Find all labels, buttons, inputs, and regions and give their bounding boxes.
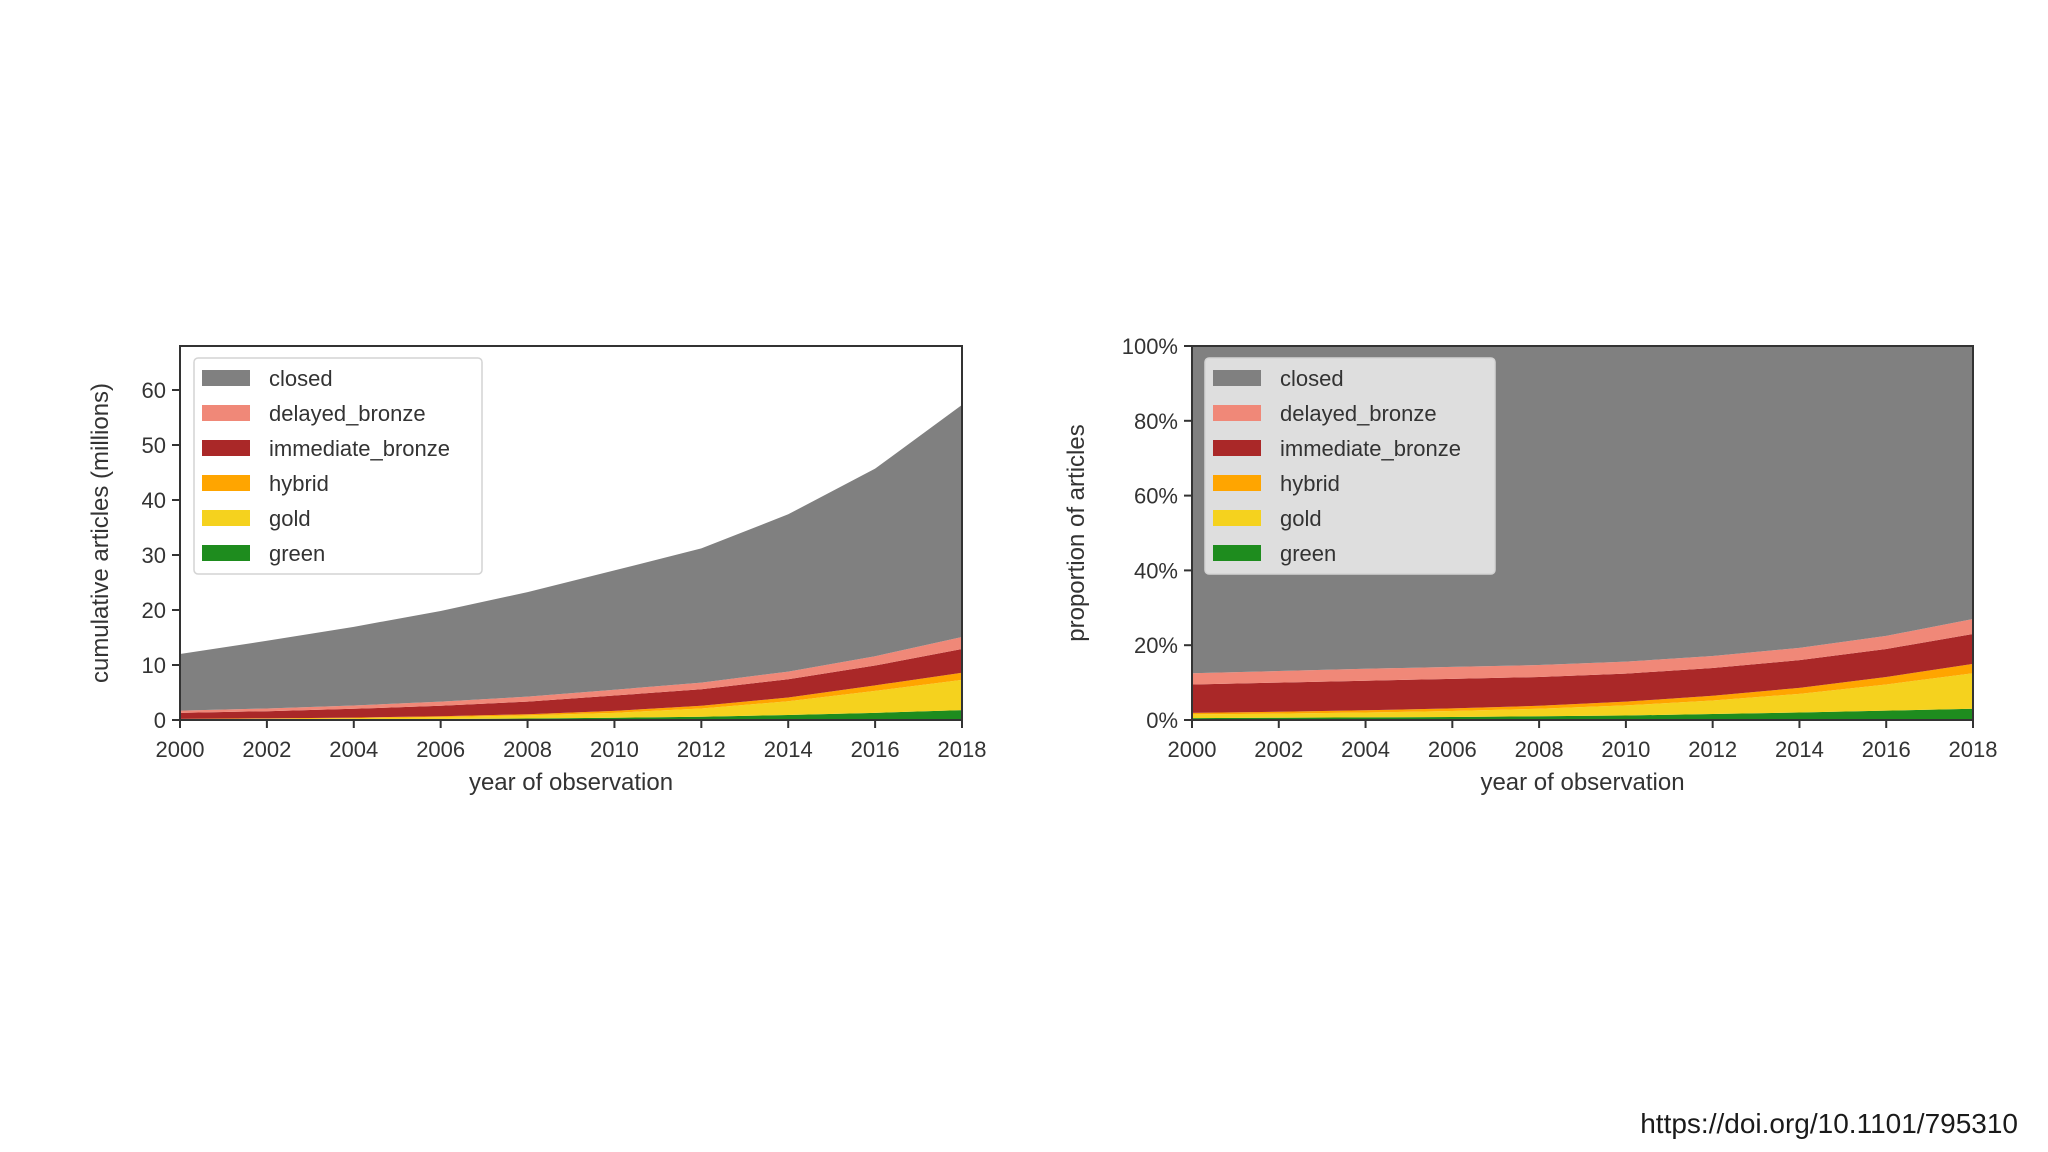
area-hybrid <box>1192 663 1973 715</box>
legend-swatch <box>1213 370 1261 386</box>
legend-item-hybrid: hybrid <box>1213 471 1340 496</box>
x-tick-label: 2008 <box>503 737 552 762</box>
area-gold <box>1192 673 1973 719</box>
cumulative-articles-chart: 2000 2002 2004 2006 2008 2010 2012 2014 2016 2018… <box>87 345 987 796</box>
doi-link[interactable]: https://doi.org/10.1101/795310 <box>1640 1108 2018 1139</box>
x-tick-label: 2014 <box>764 737 813 762</box>
legend: closed delayed_bronze immediate_bronzehybr… <box>193 357 483 575</box>
area-gold <box>180 679 962 720</box>
legend-item-immediate-bronze: immediate_bronze <box>1213 436 1461 461</box>
x-tick-label: 2010 <box>590 737 639 762</box>
x-tick-label: 2000 <box>1168 737 1217 762</box>
x-tick-label: 2016 <box>851 737 900 762</box>
y-tick-label: 0 <box>154 708 166 733</box>
x-tick-label: 2004 <box>1341 737 1390 762</box>
legend-label: immediate_bronze <box>1280 436 1461 461</box>
legend-swatch <box>202 545 250 561</box>
legend-label: delayed_bronze <box>1280 401 1437 426</box>
x-tick-label: 2004 <box>329 737 378 762</box>
legend-item-gold: gold <box>202 506 311 531</box>
x-axis-title: year of observation <box>1480 769 1684 796</box>
x-tick-label: 2014 <box>1775 737 1824 762</box>
y-axis-title: cumulative articles (millions) <box>87 383 114 683</box>
x-tick-label: 2012 <box>677 737 726 762</box>
legend-item-hybrid: hybrid <box>202 471 329 496</box>
y-tick-label: 60% <box>1134 484 1178 509</box>
x-tick-label: 2018 <box>938 737 987 762</box>
y-tick-label: 60 <box>142 378 166 403</box>
legend-swatch <box>1213 475 1261 491</box>
y-tick-label: 30 <box>142 543 166 568</box>
x-axis-title: year of observation <box>469 769 673 796</box>
legend-item-delayed-bronze: delayed_bronze <box>202 401 426 426</box>
x-tick-label: 2010 <box>1601 737 1650 762</box>
y-tick-label: 40% <box>1134 558 1178 583</box>
area-hybrid <box>180 672 962 720</box>
y-tick-label: 20% <box>1134 633 1178 658</box>
legend-label: immediate_bronze <box>269 436 450 461</box>
x-tick-label: 2018 <box>1949 737 1998 762</box>
y-tick-label: 20 <box>142 598 166 623</box>
legend-label: closed <box>269 366 333 391</box>
legend-swatch <box>202 405 250 421</box>
legend-label: green <box>1280 541 1336 566</box>
legend-swatch <box>202 440 250 456</box>
area-delayed-bronze <box>180 636 962 713</box>
legend: closed delayed_bronze immediate_bronzehybr… <box>1204 357 1496 575</box>
legend-box <box>1204 357 1496 575</box>
y-tick-label: 80% <box>1134 409 1178 434</box>
x-tick-label: 2006 <box>1428 737 1477 762</box>
legend-label: hybrid <box>1280 471 1340 496</box>
y-tick-label: 10 <box>142 653 166 678</box>
legend-swatch <box>1213 510 1261 526</box>
legend-swatch <box>1213 545 1261 561</box>
area-delayed-bronze <box>1192 619 1973 685</box>
area-green <box>180 710 962 720</box>
y-axis-title: proportion of articles <box>1063 424 1090 641</box>
y-tick-label: 0% <box>1146 708 1178 733</box>
x-tick-label: 2000 <box>156 737 205 762</box>
legend-label: gold <box>1280 506 1322 531</box>
legend-item-closed: closed <box>202 366 333 391</box>
y-tick-label: 100% <box>1122 334 1178 359</box>
legend-swatch <box>1213 440 1261 456</box>
legend-item-closed: closed <box>1213 366 1344 391</box>
legend-label: green <box>269 541 325 566</box>
legend-swatch <box>202 475 250 491</box>
x-tick-label: 2002 <box>1254 737 1303 762</box>
legend-label: delayed_bronze <box>269 401 426 426</box>
legend-item-gold: gold <box>1213 506 1322 531</box>
legend-label: closed <box>1280 366 1344 391</box>
x-tick-label: 2016 <box>1862 737 1911 762</box>
legend-swatch <box>202 510 250 526</box>
x-tick-label: 2012 <box>1688 737 1737 762</box>
legend-box <box>193 357 483 575</box>
legend-item-delayed-bronze: delayed_bronze <box>1213 401 1437 426</box>
legend-item-immediate-bronze: immediate_bronze <box>202 436 450 461</box>
x-tick-label: 2002 <box>242 737 291 762</box>
legend-swatch <box>1213 405 1261 421</box>
x-tick-label: 2006 <box>416 737 465 762</box>
legend-label: gold <box>269 506 311 531</box>
legend-item-green: green <box>202 541 325 566</box>
legend-label: hybrid <box>269 471 329 496</box>
y-tick-label: 40 <box>142 488 166 513</box>
area-green <box>1192 708 1973 720</box>
y-tick-label: 50 <box>142 433 166 458</box>
legend-item-green: green <box>1213 541 1336 566</box>
plot-frame <box>179 345 963 721</box>
proportion-articles-chart: 2000 2002 2004 2006 2008 2010 2012 2014 2016 2018… <box>1063 334 1997 796</box>
x-tick-label: 2008 <box>1515 737 1564 762</box>
area-immediate-bronze <box>180 649 962 719</box>
area-immediate-bronze <box>1192 633 1973 713</box>
plot-frame <box>1191 345 1974 721</box>
legend-swatch <box>202 370 250 386</box>
area-closed <box>180 404 962 711</box>
